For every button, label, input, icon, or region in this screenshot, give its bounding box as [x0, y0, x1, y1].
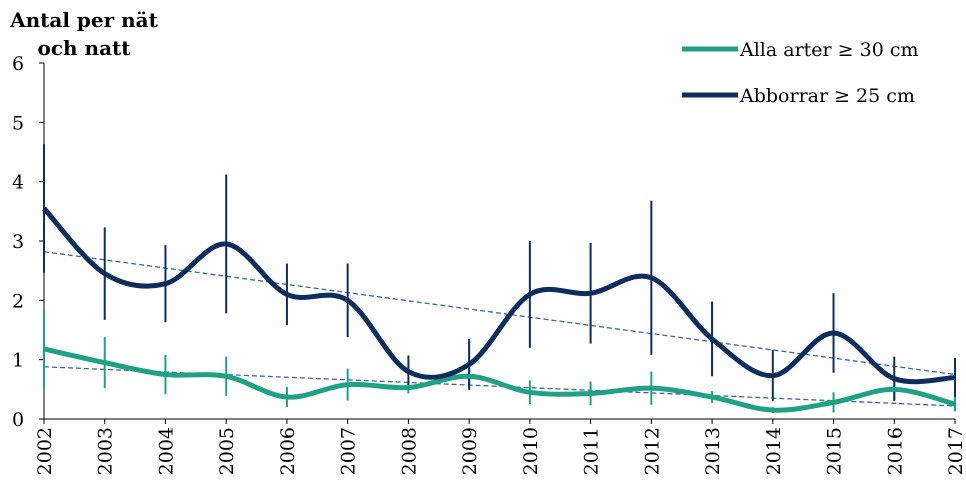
x-tick-label: 2010 [520, 427, 542, 475]
trend-line [43, 251, 956, 376]
y-tick-label: 3 [12, 231, 24, 253]
x-tick-label: 2002 [34, 427, 56, 475]
y-tick-label: 6 [12, 53, 24, 75]
x-tick-label: 2017 [945, 427, 966, 475]
x-tick-label: 2006 [277, 427, 299, 475]
series-line [42, 206, 956, 385]
x-tick-label: 2016 [884, 427, 906, 475]
x-tick-label: 2007 [338, 427, 360, 475]
y-tick-label: 5 [12, 112, 24, 134]
series-line [43, 346, 956, 413]
x-tick-label: 2014 [763, 427, 785, 475]
x-tick-label: 2008 [398, 427, 420, 475]
x-tick-label: 2009 [459, 427, 481, 475]
x-tick-label: 2015 [824, 427, 846, 475]
x-tick-label: 2011 [581, 427, 603, 475]
x-tick-label: 2004 [155, 427, 177, 475]
x-tick-label: 2012 [641, 427, 663, 475]
y-axis-label: Antal per nät och natt [10, 8, 158, 60]
legend-label: Abborrar ≥ 25 cm [739, 85, 915, 107]
y-tick-label: 0 [12, 409, 24, 431]
y-tick-label: 4 [12, 172, 24, 194]
x-tick-label: 2005 [216, 427, 238, 475]
legend-label: Alla arter ≥ 30 cm [739, 39, 919, 61]
x-tick-label: 2003 [95, 427, 117, 475]
y-tick-label: 2 [12, 290, 24, 312]
x-tick-label: 2013 [702, 427, 724, 475]
y-tick-label: 1 [12, 350, 24, 372]
